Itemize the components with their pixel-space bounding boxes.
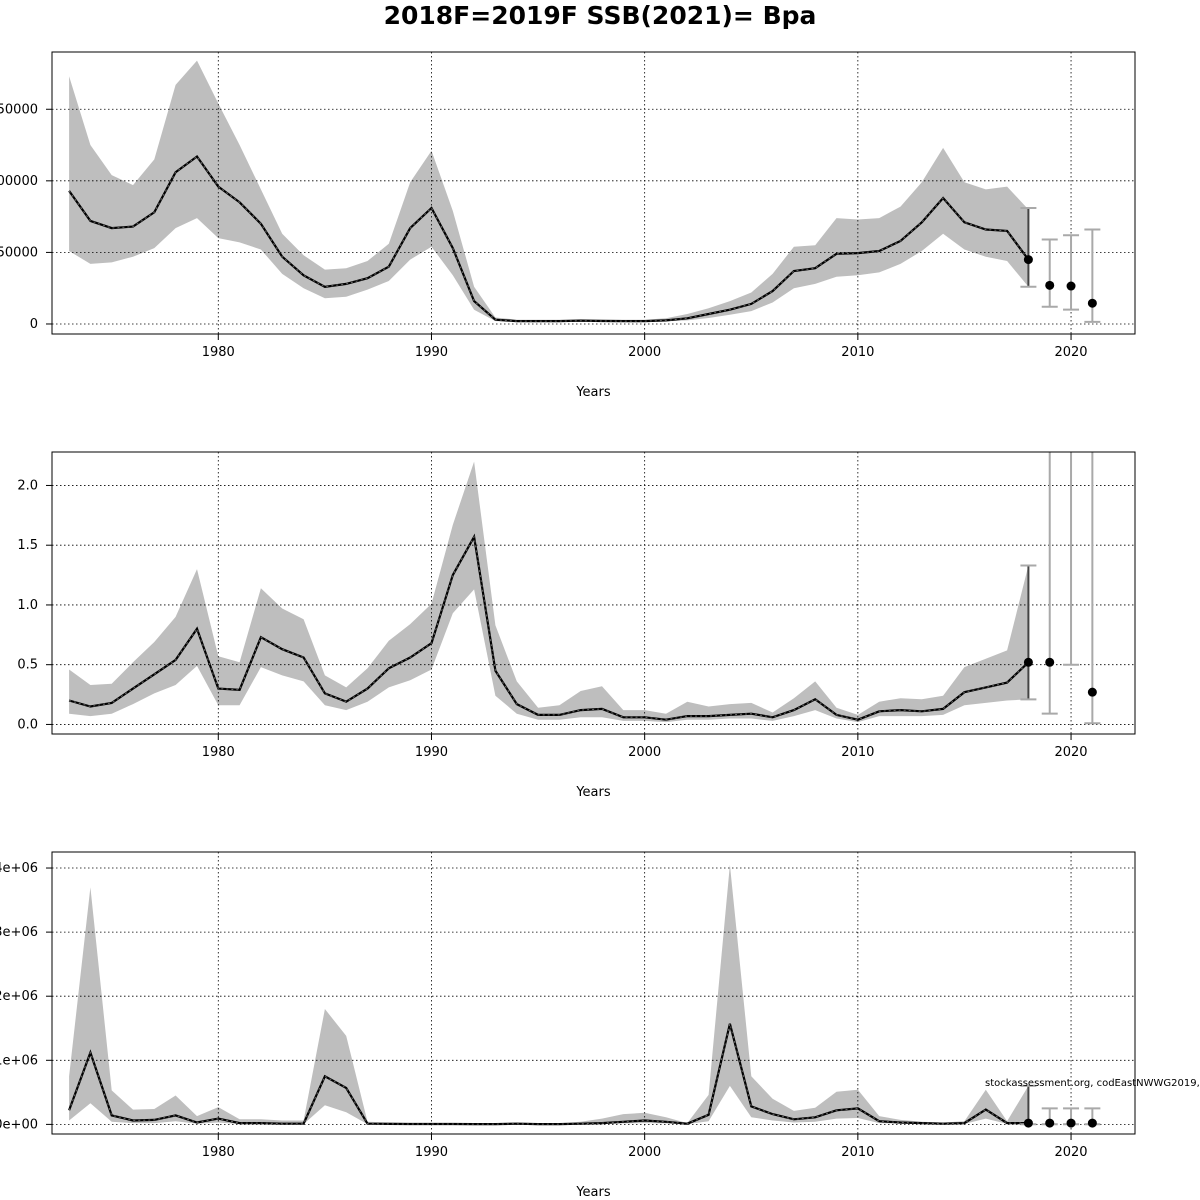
- fbar-confidence-band: [69, 462, 1028, 722]
- recruitment-estimate-line: [69, 1024, 1028, 1124]
- recruitment-xtick-label-2000: 2000: [628, 1145, 661, 1160]
- fbar-forecast-point-2020: [1067, 409, 1076, 418]
- fbar-ytick-label-3: 1.5: [17, 538, 38, 553]
- fbar-panel: 1980 1990 2000 2010 2020 0.0 0.5 1.0 1.5 2.0 Years: [17, 306, 1135, 800]
- fbar-forecast-point-2019: [1045, 658, 1054, 667]
- ssb-ytick-label-2: 100000: [0, 174, 38, 189]
- ssb-forecast-point-2018: [1024, 255, 1033, 264]
- recruitment-xtick-label-1990: 1990: [415, 1145, 448, 1160]
- fbar-ytick-label-1: 0.5: [17, 658, 38, 673]
- recruitment-xlabel: Years: [575, 1185, 611, 1200]
- ssb-forecast-point-2021: [1088, 299, 1097, 308]
- fbar-forecast-point-2018: [1024, 658, 1033, 667]
- recruitment-xtick-label-2020: 2020: [1054, 1145, 1087, 1160]
- recruitment-estimate-dash: [69, 1024, 1028, 1124]
- fbar-forecast-point-2021: [1088, 688, 1097, 697]
- recruitment-ytick-label-3: 3e+06: [0, 925, 38, 940]
- ssb-xtick-label-2020: 2020: [1054, 345, 1087, 360]
- ssb-forecast-point-2020: [1067, 282, 1076, 291]
- ssb-xtick-label-2000: 2000: [628, 345, 661, 360]
- ssb-xtick-label-1980: 1980: [202, 345, 235, 360]
- ssb-confidence-band: [69, 61, 1028, 322]
- recruitment-panel: 1980 1990 2000 2010 2020 0e+00 1e+06 2e+06 3e+06…: [0, 852, 1135, 1200]
- fbar-xtick-label-1980: 1980: [202, 745, 235, 760]
- recruitment-ytick-label-2: 2e+06: [0, 989, 38, 1004]
- recruitment-plot-area: [52, 852, 1135, 1134]
- fbar-xlabel: Years: [575, 785, 611, 800]
- ssb-ytick-label-1: 50000: [0, 245, 38, 260]
- fbar-ytick-label-4: 2.0: [17, 478, 38, 493]
- recruitment-forecast-point-2020: [1067, 1119, 1076, 1128]
- credit-text: stockassessment.org, codEastNWWG2019,: [985, 1078, 1200, 1089]
- recruitment-ytick-label-0: 0e+00: [0, 1117, 38, 1132]
- recruitment-confidence-band: [69, 865, 1028, 1125]
- chart-title: 2018F=2019F SSB(2021)= Bpa: [384, 1, 817, 30]
- ssb-xlabel: Years: [575, 385, 611, 400]
- fbar-xtick-label-2000: 2000: [628, 745, 661, 760]
- recruitment-forecast-point-2019: [1045, 1119, 1054, 1128]
- recruitment-forecast-point-2018: [1024, 1119, 1033, 1128]
- ssb-ytick-label-3: 150000: [0, 102, 38, 117]
- ssb-xtick-label-2010: 2010: [841, 345, 874, 360]
- ssb-forecast-point-2019: [1045, 281, 1054, 290]
- recruitment-xtick-label-1980: 1980: [202, 1145, 235, 1160]
- fbar-xtick-label-2010: 2010: [841, 745, 874, 760]
- fbar-ytick-label-2: 1.0: [17, 598, 38, 613]
- fbar-xtick-label-1990: 1990: [415, 745, 448, 760]
- recruitment-ytick-label-4: 4e+06: [0, 861, 38, 876]
- ssb-plot-area: [52, 52, 1135, 334]
- ssb-xtick-label-1990: 1990: [415, 345, 448, 360]
- recruitment-xtick-label-2010: 2010: [841, 1145, 874, 1160]
- fbar-plot-area: [52, 306, 1135, 734]
- fbar-xtick-label-2020: 2020: [1054, 745, 1087, 760]
- fbar-ytick-label-0: 0.0: [17, 717, 38, 732]
- ssb-panel: 1980 1990 2000 2010 2020 0 50000 100000 150000 Ye…: [0, 52, 1135, 400]
- recruitment-ytick-label-1: 1e+06: [0, 1053, 38, 1068]
- ssb-ytick-label-0: 0: [30, 317, 38, 332]
- recruitment-forecast-point-2021: [1088, 1119, 1097, 1128]
- recruitment-frame: [52, 852, 1135, 1134]
